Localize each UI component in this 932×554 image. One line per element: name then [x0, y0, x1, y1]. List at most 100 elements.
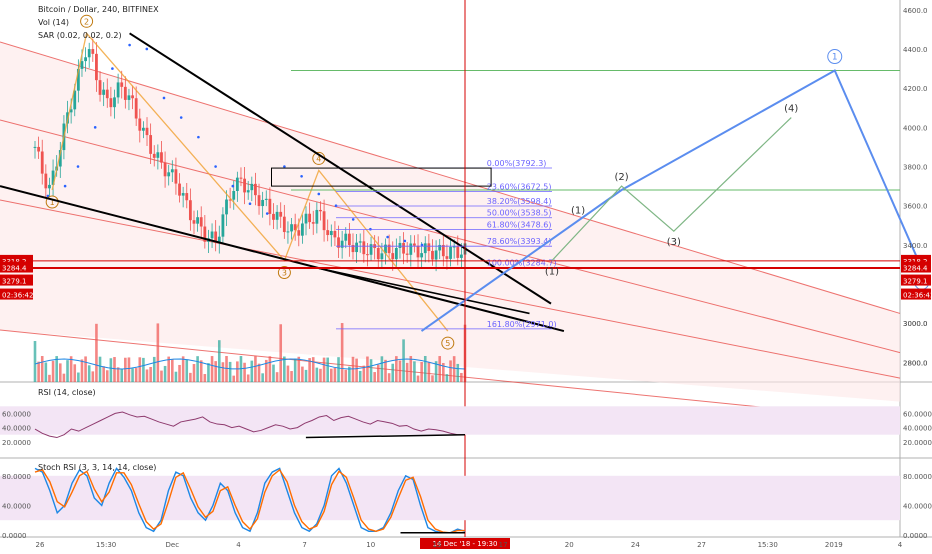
volume-bar	[192, 364, 196, 382]
candle-body	[333, 230, 337, 238]
lower-trendline	[314, 266, 530, 315]
candle-body	[80, 61, 84, 69]
fib-label: 61.80%(3478.6)	[487, 220, 552, 229]
candle-body	[286, 231, 290, 233]
volume-bar	[279, 324, 283, 382]
candle-body	[95, 53, 98, 81]
candle-body	[308, 213, 312, 223]
x-tick-label: Dec	[166, 541, 180, 549]
candle-body	[391, 253, 395, 260]
candle-body	[337, 237, 340, 248]
volume-bar	[178, 364, 181, 382]
volume-bar	[420, 361, 423, 382]
volume-bar	[98, 356, 102, 382]
sar-dot	[162, 96, 166, 100]
volume-bar	[264, 359, 268, 382]
sar-dot	[93, 126, 97, 129]
x-tick-label: 10	[366, 541, 375, 549]
volume-bar	[380, 356, 384, 382]
channel-line-2	[0, 199, 901, 379]
left-price-badge-label: 3284.4	[2, 265, 27, 273]
candle-body	[138, 118, 142, 131]
fib-label: 38.20%(3598.4)	[487, 197, 552, 206]
channel-layer	[0, 41, 901, 422]
volume-bar	[69, 356, 73, 382]
candle-body	[398, 242, 402, 248]
candle-body	[156, 152, 160, 158]
candle-body	[329, 230, 333, 236]
candle-body	[40, 151, 44, 174]
elliott-wave-label: 1	[50, 198, 55, 207]
candle-body	[127, 95, 131, 100]
candle-body	[199, 217, 203, 227]
volume-bar	[308, 358, 311, 382]
volume-bar	[160, 370, 163, 382]
price-tick-label-4: 3800.0	[903, 164, 928, 172]
candle-body	[105, 89, 109, 99]
x-tick-label: 4	[898, 541, 903, 549]
volume-bar	[95, 323, 98, 382]
time-cursor-badge	[420, 538, 510, 549]
rsi-tick-label-left: 20.0000	[2, 439, 31, 447]
elliott-wave-label: 2	[84, 17, 89, 26]
volume-bar	[297, 356, 301, 382]
candle-body	[449, 246, 452, 259]
rsi-divergence-line	[305, 433, 466, 439]
symbol-legend: Bitcoin / Dollar, 240, BITFINEX	[38, 5, 159, 14]
candle-body	[376, 248, 380, 260]
volume-bar	[351, 356, 355, 382]
channel-shading	[0, 42, 900, 402]
volume-bar	[44, 362, 48, 382]
candle-body	[427, 243, 431, 251]
candle-body	[394, 247, 398, 260]
candle-body	[409, 243, 413, 255]
price-tick-label-8: 2800.0	[903, 359, 928, 367]
volume-bar	[243, 362, 246, 382]
proj-wave-label: (3)	[667, 237, 681, 248]
volume-bar	[236, 361, 239, 382]
volume-bar	[196, 356, 199, 382]
volume-bar	[438, 356, 442, 382]
volume-bar	[145, 369, 149, 382]
channel-line-1	[0, 119, 901, 354]
candle-body	[456, 246, 460, 258]
candle-body	[214, 231, 218, 243]
stoch-tick-label: 0.0000	[903, 532, 928, 540]
sar-dot	[265, 212, 269, 215]
candle-body	[282, 216, 286, 233]
candle-body	[192, 220, 196, 224]
volume-bar	[66, 360, 69, 382]
sar-dot	[317, 192, 321, 196]
volume-bar	[434, 361, 438, 382]
candle-body	[243, 178, 246, 193]
symbol-title: Bitcoin / Dollar, 240, BITFINEX	[38, 5, 159, 14]
sar-legend: SAR (0.02, 0.02, 0.2)	[38, 31, 122, 40]
price-tick-label-1: 4400.0	[903, 46, 928, 54]
volume-bar	[225, 356, 228, 382]
candle-body	[423, 243, 427, 254]
candle-body	[76, 68, 80, 91]
stoch-k-line	[34, 467, 466, 534]
candle-body	[235, 177, 239, 192]
x-tick-label: 13	[432, 541, 441, 549]
volume-bar	[272, 364, 275, 382]
elliott-wave-label: 5	[445, 339, 450, 348]
volume-bar	[319, 368, 322, 382]
volume-bar	[73, 364, 77, 382]
volume-bar	[40, 356, 44, 382]
price-badge	[901, 274, 931, 286]
volume-bar	[460, 372, 463, 382]
candle-body	[91, 49, 95, 54]
fib-label: 23.60%(3672.5)	[487, 182, 552, 191]
volume-bar	[185, 359, 189, 382]
stoch-tick-label: 80.0000	[903, 473, 932, 481]
volume-bar	[416, 375, 420, 382]
candle-body	[297, 230, 301, 236]
candle-body	[250, 183, 254, 191]
rsi-line	[34, 411, 465, 439]
volume-bar	[124, 357, 127, 382]
candle-body	[358, 241, 362, 243]
sar-dot	[351, 218, 355, 221]
wave-marker	[80, 14, 94, 28]
price-badge	[901, 261, 931, 273]
